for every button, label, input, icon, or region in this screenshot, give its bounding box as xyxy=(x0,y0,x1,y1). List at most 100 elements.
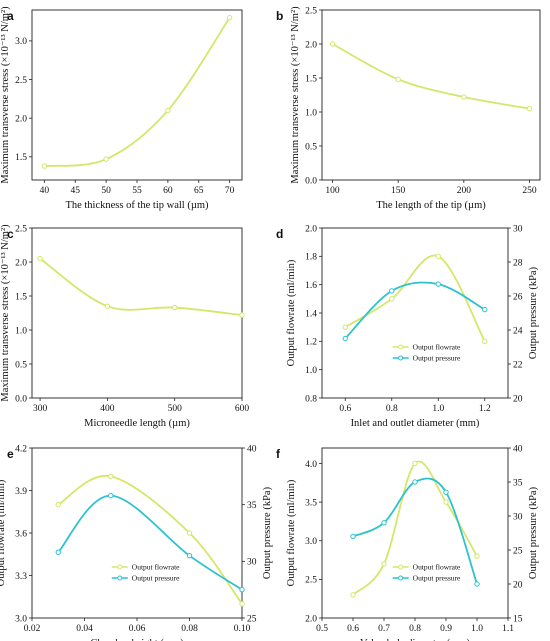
y-tick-label: 3.5 xyxy=(305,498,317,508)
y-tick-label: 4.0 xyxy=(305,460,317,470)
y-tick-label: 0.5 xyxy=(305,142,317,152)
panel-letter: b xyxy=(276,9,283,23)
x-tick-label: 1.1 xyxy=(502,624,514,634)
plot-frame xyxy=(31,227,243,399)
y2-tick-label: 25 xyxy=(247,614,257,624)
x-axis-label: Chamber height (mm) xyxy=(90,638,184,641)
y-tick-label: 1.8 xyxy=(305,253,317,263)
legend-label: Output flowrate xyxy=(413,563,461,572)
x-tick-label: 250 xyxy=(522,186,537,196)
x-tick-label: 60 xyxy=(163,186,173,196)
y-tick-label: 3.6 xyxy=(15,529,27,539)
data-point xyxy=(381,520,387,526)
data-point xyxy=(389,288,395,294)
y2-tick-label: 22 xyxy=(513,360,523,370)
y-tick-label: 2.5 xyxy=(15,224,27,234)
data-point xyxy=(55,549,61,555)
data-point xyxy=(104,303,111,309)
y-tick-label: 1.5 xyxy=(15,292,27,302)
panel-c: c 300 400 500 600 0.0 0.5 1.0 1.5 2.0 2.5 Microneed… xyxy=(0,224,249,429)
data-point xyxy=(239,312,245,318)
x-tick-label: 0.8 xyxy=(386,404,398,414)
panel-b: b 100 150 200 250 0.0 0.5 1.0 1.5 2.0 2.5 The lengt… xyxy=(276,6,541,211)
y-axis-label: Maximum transverse stress (×10⁻¹³ N/m²) xyxy=(290,6,301,184)
data-point xyxy=(435,281,441,287)
y2-tick-label: 30 xyxy=(513,224,523,234)
panel-letter: f xyxy=(276,447,281,461)
x-tick-label: 0.04 xyxy=(76,624,93,634)
y-tick-label: 1.0 xyxy=(305,108,317,118)
x-tick-label: 1.2 xyxy=(479,404,491,414)
x-tick-label: 200 xyxy=(457,186,472,196)
x-tick-label: 0.02 xyxy=(24,624,41,634)
data-point xyxy=(239,586,245,593)
y2-tick-label: 15 xyxy=(513,614,523,624)
y2-tick-label: 30 xyxy=(247,558,257,568)
y-tick-label: 1.5 xyxy=(15,153,27,163)
data-point xyxy=(412,479,418,485)
legend-label: Output pressure xyxy=(132,574,180,583)
data-point xyxy=(108,492,114,499)
y-axis-label: Maximum transverse stress (×10⁻¹³ N/m²) xyxy=(0,6,11,184)
y-tick-label: 0.0 xyxy=(15,394,27,404)
plot-frame xyxy=(321,227,509,399)
y2-tick-label: 35 xyxy=(513,478,523,488)
data-point xyxy=(165,107,171,114)
y-tick-label: 2.0 xyxy=(305,614,317,624)
x-tick-label: 500 xyxy=(168,404,183,414)
y-tick-label: 0.5 xyxy=(15,360,27,370)
legend-marker xyxy=(398,355,404,361)
series-line-output-flowrate xyxy=(57,475,243,605)
y-tick-label: 2.5 xyxy=(305,576,317,586)
y-tick-label: 1.2 xyxy=(305,338,317,348)
y-tick-label: 2.5 xyxy=(305,6,317,16)
x-tick-label: 0.06 xyxy=(129,624,146,634)
x-tick-label: 0.10 xyxy=(234,624,251,634)
y-tick-label: 2.5 xyxy=(15,76,27,86)
data-point xyxy=(443,489,449,495)
data-point xyxy=(350,533,356,540)
x-tick-label: 0.7 xyxy=(378,624,390,634)
series-line xyxy=(332,43,530,110)
x-axis-label: Inlet and outlet diameter (mm) xyxy=(351,418,480,429)
data-point xyxy=(389,296,395,302)
series-line xyxy=(44,17,231,167)
legend-label: Output pressure xyxy=(413,354,461,363)
legend-marker xyxy=(398,564,404,570)
legend-marker xyxy=(117,575,123,581)
y-tick-label: 3.9 xyxy=(15,487,27,497)
data-point xyxy=(350,592,356,598)
x-tick-label: 70 xyxy=(225,186,235,196)
x-axis-label: Microneedle length (µm) xyxy=(84,418,190,429)
x-tick-label: 100 xyxy=(325,186,340,196)
data-point xyxy=(103,156,109,162)
y2-axis-label: Output pressure (kPa) xyxy=(528,266,539,359)
y-axis-label: Maximum transverse stress (×10⁻¹³ N/m²) xyxy=(0,224,11,402)
y-tick-label: 0.0 xyxy=(305,176,317,186)
y-tick-label: 2.0 xyxy=(305,40,317,50)
data-point xyxy=(395,76,401,83)
y2-tick-label: 35 xyxy=(247,501,257,511)
legend-label: Output flowrate xyxy=(132,563,180,572)
data-point xyxy=(37,255,43,262)
data-point xyxy=(461,94,467,100)
y-tick-label: 2.0 xyxy=(15,258,27,268)
y-tick-label: 2.0 xyxy=(305,224,317,234)
x-tick-label: 1.0 xyxy=(471,624,483,634)
y-tick-label: 1.5 xyxy=(305,74,317,84)
panel-letter: c xyxy=(7,227,14,241)
x-tick-label: 0.8 xyxy=(409,624,421,634)
y-tick-label: 1.0 xyxy=(15,326,27,336)
data-point xyxy=(412,460,418,467)
data-point xyxy=(55,501,61,508)
y-tick-label: 2.0 xyxy=(15,114,27,124)
x-tick-label: 0.08 xyxy=(181,624,198,634)
x-tick-label: 1.0 xyxy=(432,404,444,414)
x-tick-label: 40 xyxy=(40,186,50,196)
series-line-output-pressure xyxy=(344,281,486,340)
data-point xyxy=(381,561,387,567)
panel-f: f 0.5 0.6 0.7 0.8 0.9 1.0 1.1 2.0 2.5 3.0 3.5 4.0 15 2… xyxy=(276,444,539,641)
data-point xyxy=(474,581,480,587)
data-point xyxy=(474,553,480,559)
